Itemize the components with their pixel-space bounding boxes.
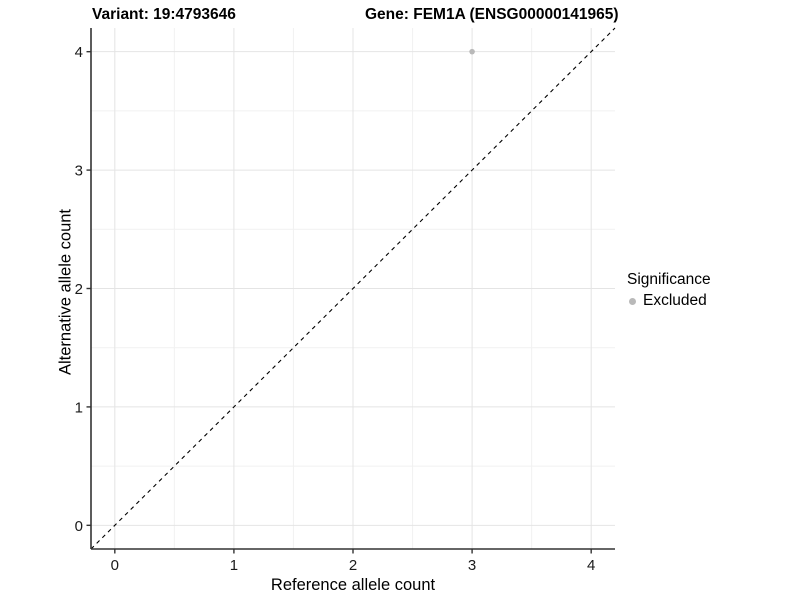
y-tick-label: 2	[75, 281, 83, 298]
y-tick-label: 4	[75, 44, 83, 61]
legend-title: Significance	[627, 271, 711, 288]
legend: Significance Excluded	[627, 270, 711, 310]
legend-point-icon	[629, 297, 636, 305]
plot-title-gene: Gene: FEM1A (ENSG00000141965)	[365, 6, 619, 23]
identity-line	[90, 27, 616, 550]
plot-title-variant: Variant: 19:4793646	[92, 6, 236, 23]
x-tick-label: 4	[587, 557, 595, 574]
y-tick-label: 1	[75, 399, 83, 416]
x-tick-label: 3	[468, 557, 476, 574]
y-tick-label: 0	[75, 518, 83, 535]
legend-item-excluded: Excluded	[627, 292, 711, 310]
legend-item-label: Excluded	[643, 292, 707, 309]
x-axis-title: Reference allele count	[270, 576, 436, 594]
y-tick-label: 3	[75, 163, 83, 180]
y-axis-title: Alternative allele count	[56, 208, 75, 376]
x-tick-label: 0	[111, 557, 119, 574]
data-point	[469, 48, 475, 55]
x-tick-label: 2	[349, 557, 357, 574]
x-tick-label: 1	[230, 557, 238, 574]
